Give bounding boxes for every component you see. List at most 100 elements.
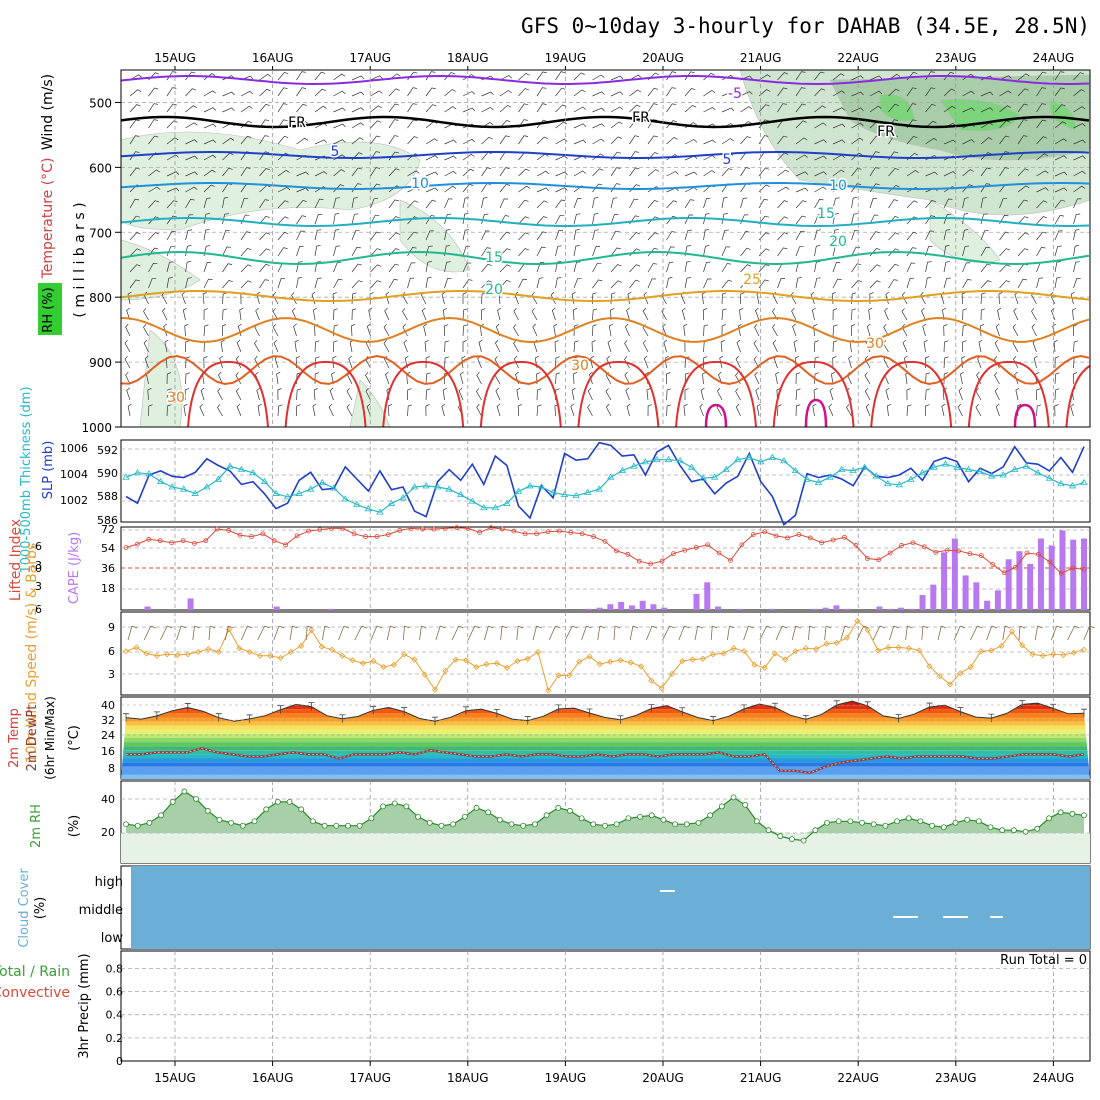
rh-base: [121, 833, 1090, 863]
wind-speed-marker: [864, 627, 871, 634]
rh-marker: [870, 821, 877, 828]
wind-barb: [832, 340, 838, 353]
rh-marker: [520, 822, 527, 829]
cape-bar: [327, 608, 334, 610]
wind-barb: [851, 308, 856, 321]
wind-speed-marker: [473, 664, 480, 671]
wind-barb: [222, 263, 233, 273]
wind-barb: [1017, 185, 1030, 193]
wind-barb: [218, 371, 223, 385]
wind-barb: [831, 371, 836, 385]
thickness-marker: [237, 465, 246, 472]
axis-label: (%): [33, 897, 48, 920]
wind-speed-marker: [380, 664, 387, 671]
li-marker: [682, 547, 688, 553]
wind-barb: [629, 135, 639, 145]
wind-barb: [351, 75, 365, 81]
thickness-marker: [283, 493, 292, 500]
date-tick-top: 19AUG: [545, 51, 587, 65]
wind-barb: [1073, 185, 1086, 193]
wind-barb: [727, 625, 735, 641]
y-tick-label: 500: [89, 96, 112, 110]
wind-speed-marker: [1029, 651, 1036, 658]
wind-barb: [703, 170, 716, 177]
wind-barb: [791, 625, 801, 641]
isotherm-35: [870, 360, 953, 427]
y-tick-label: 8: [108, 762, 115, 775]
thickness-marker: [1045, 474, 1054, 481]
rh-marker: [1046, 815, 1052, 822]
wind-barb: [185, 122, 198, 129]
run-total: Run Total = 0: [1000, 953, 1087, 968]
wind-barb: [840, 625, 851, 641]
thickness-marker: [699, 474, 707, 481]
thickness-marker: [180, 485, 188, 492]
rh-marker: [543, 812, 550, 819]
wind-barb: [772, 339, 778, 353]
wind-barb: [813, 323, 818, 337]
wind-barb: [500, 625, 508, 641]
li-marker: [591, 534, 596, 539]
wind-barb: [346, 387, 353, 401]
wind-barb: [125, 323, 131, 337]
wind-barb: [684, 372, 690, 385]
thickness-marker: [572, 491, 580, 499]
wind-barb: [717, 371, 723, 385]
date-tick-bottom: 20AUG: [642, 1071, 684, 1085]
rh-marker: [274, 798, 281, 805]
wind-barb: [592, 324, 597, 337]
cape-bar: [618, 601, 625, 610]
temp-band: [121, 774, 1090, 779]
wind-barb: [222, 91, 235, 97]
wind-speed-marker: [998, 642, 1005, 650]
wind-barb: [590, 355, 595, 369]
wind-barb: [869, 264, 881, 273]
wind-barb: [592, 138, 605, 145]
thickness-marker: [353, 500, 361, 507]
wind-barb: [613, 625, 621, 641]
wind-barb: [476, 403, 482, 417]
y-tick-label: 54: [101, 542, 115, 555]
wind-barb: [444, 139, 457, 145]
wind-barb: [759, 625, 772, 641]
wind-barb: [795, 71, 806, 81]
wind-barb: [743, 625, 754, 641]
wind-barb: [795, 120, 807, 129]
temp-band: [121, 738, 1090, 743]
wind-barb: [1036, 136, 1048, 145]
wind-barb: [943, 261, 950, 273]
wind-barb: [185, 372, 190, 385]
wind-barb: [407, 200, 419, 209]
wind-barb: [1070, 403, 1075, 417]
rh-marker: [718, 803, 725, 810]
wind-barb: [570, 403, 575, 417]
date-tick-top: 20AUG: [642, 51, 684, 65]
wind-barb: [185, 155, 198, 161]
y-tick-label: 32: [101, 714, 115, 727]
thickness-marker: [687, 463, 696, 470]
wind-barb: [494, 339, 501, 353]
wind-barb: [185, 171, 198, 177]
temp-minmax-marker: [895, 714, 902, 723]
wind-barb: [499, 90, 512, 97]
thickness-marker: [1022, 462, 1030, 469]
wind-speed-marker: [926, 663, 933, 670]
wind-barb: [869, 167, 880, 177]
wind-barb: [610, 197, 618, 209]
wind-barb: [906, 277, 915, 289]
wind-barb: [814, 171, 827, 177]
rh-marker: [859, 819, 865, 826]
wind-barb: [536, 119, 548, 129]
wind-barb: [592, 168, 604, 177]
wind-barb: [127, 625, 138, 641]
wind-barb: [1017, 135, 1028, 145]
li-marker: [237, 532, 243, 538]
wind-barb: [1073, 170, 1086, 177]
wind-barb: [407, 170, 420, 177]
wind-barb: [1036, 103, 1046, 113]
temp-minmax-marker: [308, 702, 315, 711]
wind-barb: [425, 388, 431, 401]
wind-speed-marker: [267, 652, 274, 659]
wind-barb: [277, 169, 290, 177]
wind-barb: [721, 107, 735, 113]
